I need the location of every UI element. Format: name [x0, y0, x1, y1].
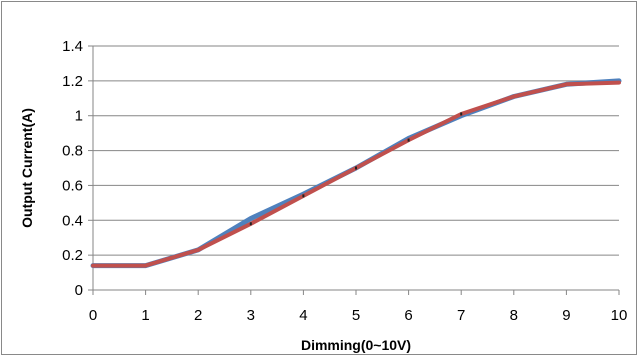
y-axis-title: Output Current(A) [19, 108, 35, 228]
axes [88, 45, 620, 295]
data-point-marker [407, 138, 410, 142]
series-line-2 [91, 80, 621, 268]
x-tick-label: 0 [89, 307, 97, 324]
x-tick-label: 6 [404, 307, 412, 324]
x-tick-label: 7 [457, 307, 465, 324]
y-tick-labels: 0 0.2 0.4 0.6 0.8 1 1.2 1.4 [62, 38, 83, 299]
x-tick-label: 4 [299, 307, 307, 324]
y-tick-label: 1.2 [62, 73, 83, 90]
grid-lines [93, 45, 619, 256]
x-tick-label: 5 [352, 307, 360, 324]
data-point-marker [249, 222, 252, 226]
data-point-marker [355, 166, 357, 170]
x-tick-label: 3 [247, 307, 255, 324]
x-tick-label: 1 [141, 307, 149, 324]
y-tick-label: 0.8 [62, 143, 83, 160]
y-tick-label: 0 [75, 282, 83, 299]
x-tick-label: 10 [611, 307, 628, 324]
data-point-marker [460, 112, 463, 116]
y-tick-label: 1 [75, 108, 83, 125]
x-tick-labels: 0 1 2 3 4 5 6 7 8 9 10 [89, 307, 628, 324]
x-tick-label: 9 [562, 307, 570, 324]
series-lines [90, 78, 622, 269]
y-tick-label: 0.6 [62, 177, 83, 194]
y-tick-label: 0.2 [62, 247, 83, 264]
data-point-marker [302, 194, 305, 198]
x-tick-label: 2 [194, 307, 202, 324]
x-axis-title: Dimming(0~10V) [301, 337, 411, 353]
series-line-1 [90, 78, 622, 269]
y-tick-label: 0.4 [62, 212, 83, 229]
x-tick-label: 8 [510, 307, 518, 324]
y-tick-label: 1.4 [62, 38, 83, 55]
